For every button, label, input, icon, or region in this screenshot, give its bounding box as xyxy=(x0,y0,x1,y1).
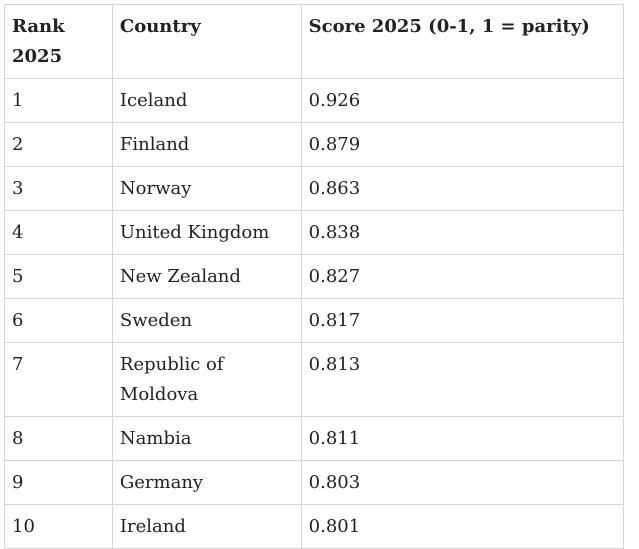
score-cell: 0.926 xyxy=(300,78,625,123)
table-row: 6 Sweden 0.817 xyxy=(4,298,625,343)
country-cell: Germany xyxy=(111,460,302,505)
table-row: 9 Germany 0.803 xyxy=(4,460,625,505)
country-cell: Republic of Moldova xyxy=(111,342,302,417)
country-cell: Iceland xyxy=(111,78,302,123)
score-cell: 0.811 xyxy=(300,416,625,461)
rank-cell: 8 xyxy=(4,416,113,461)
rank-cell: 7 xyxy=(4,342,113,417)
score-cell: 0.838 xyxy=(300,210,625,255)
table-row: 5 New Zealand 0.827 xyxy=(4,254,625,299)
country-cell: New Zealand xyxy=(111,254,302,299)
table-row: 10 Ireland 0.801 xyxy=(4,504,625,549)
table-row: 1 Iceland 0.926 xyxy=(4,78,625,123)
score-cell: 0.817 xyxy=(300,298,625,343)
table-row: 3 Norway 0.863 xyxy=(4,166,625,211)
table-container: Rank 2025 Country Score 2025 (0-1, 1 = p… xyxy=(4,4,625,549)
rank-cell: 6 xyxy=(4,298,113,343)
country-cell: Nambia xyxy=(111,416,302,461)
country-cell: Finland xyxy=(111,122,302,167)
table-row: 2 Finland 0.879 xyxy=(4,122,625,167)
rank-cell: 9 xyxy=(4,460,113,505)
table-row: 8 Nambia 0.811 xyxy=(4,416,625,461)
country-cell: Ireland xyxy=(111,504,302,549)
score-cell: 0.813 xyxy=(300,342,625,417)
table-row: 4 United Kingdom 0.838 xyxy=(4,210,625,255)
rank-cell: 2 xyxy=(4,122,113,167)
header-score: Score 2025 (0-1, 1 = parity) xyxy=(300,4,625,79)
country-cell: United Kingdom xyxy=(111,210,302,255)
score-cell: 0.801 xyxy=(300,504,625,549)
ranking-table: Rank 2025 Country Score 2025 (0-1, 1 = p… xyxy=(4,4,625,549)
rank-cell: 3 xyxy=(4,166,113,211)
header-country: Country xyxy=(111,4,302,79)
table-row: 7 Republic of Moldova 0.813 xyxy=(4,342,625,417)
header-rank: Rank 2025 xyxy=(4,4,113,79)
score-cell: 0.879 xyxy=(300,122,625,167)
score-cell: 0.827 xyxy=(300,254,625,299)
score-cell: 0.863 xyxy=(300,166,625,211)
country-cell: Norway xyxy=(111,166,302,211)
rank-cell: 4 xyxy=(4,210,113,255)
rank-cell: 1 xyxy=(4,78,113,123)
rank-cell: 10 xyxy=(4,504,113,549)
score-cell: 0.803 xyxy=(300,460,625,505)
rank-cell: 5 xyxy=(4,254,113,299)
header-row: Rank 2025 Country Score 2025 (0-1, 1 = p… xyxy=(4,4,625,79)
country-cell: Sweden xyxy=(111,298,302,343)
